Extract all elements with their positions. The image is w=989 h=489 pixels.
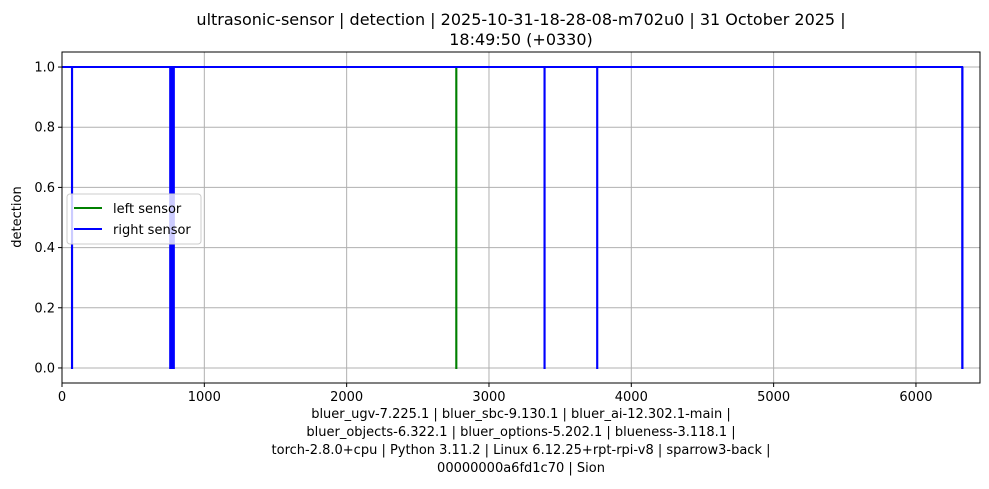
- x-tick-label: 2000: [330, 390, 363, 405]
- x-tick-label: 4000: [615, 390, 648, 405]
- x-axis-label-line-1: bluer_ugv-7.225.1 | bluer_sbc-9.130.1 | …: [311, 407, 731, 422]
- x-tick-label: 6000: [899, 390, 932, 405]
- x-axis-label-line-3: torch-2.8.0+cpu | Python 3.11.2 | Linux …: [272, 443, 771, 458]
- x-tick-label: 5000: [757, 390, 790, 405]
- chart-title-line-1: ultrasonic-sensor | detection | 2025-10-…: [196, 10, 845, 29]
- y-axis-ticks: 0.0 0.2 0.4 0.6 0.8 1.0: [34, 61, 62, 376]
- x-axis-label-line-2: bluer_objects-6.322.1 | bluer_options-5.…: [306, 425, 735, 440]
- plot-frame: [61, 51, 981, 384]
- y-tick-label: 1.0: [34, 61, 55, 76]
- legend-label-left-sensor: left sensor: [113, 202, 182, 217]
- y-axis-label: detection: [10, 186, 25, 247]
- legend-box: [66, 193, 202, 245]
- y-tick-label: 0.2: [34, 301, 55, 316]
- y-tick-label: 0.0: [34, 361, 55, 376]
- y-tick-label: 0.6: [34, 181, 55, 196]
- legend: left sensor right sensor: [66, 193, 202, 245]
- x-tick-label: 0: [58, 390, 66, 405]
- chart-title-line-2: 18:49:50 (+0330): [449, 30, 593, 49]
- series-lines: [62, 66, 964, 369]
- legend-label-right-sensor: right sensor: [113, 223, 191, 238]
- x-tick-label: 1000: [188, 390, 221, 405]
- x-axis-ticks: 0 1000 2000 3000 4000 5000 6000: [58, 383, 933, 405]
- series-line-1: [62, 66, 964, 369]
- y-tick-label: 0.8: [34, 121, 55, 136]
- plot-area: [62, 52, 980, 383]
- x-tick-label: 3000: [472, 390, 505, 405]
- y-tick-label: 0.4: [34, 241, 55, 256]
- x-axis-label-line-4: 00000000a6fd1c70 | Sion: [437, 461, 605, 476]
